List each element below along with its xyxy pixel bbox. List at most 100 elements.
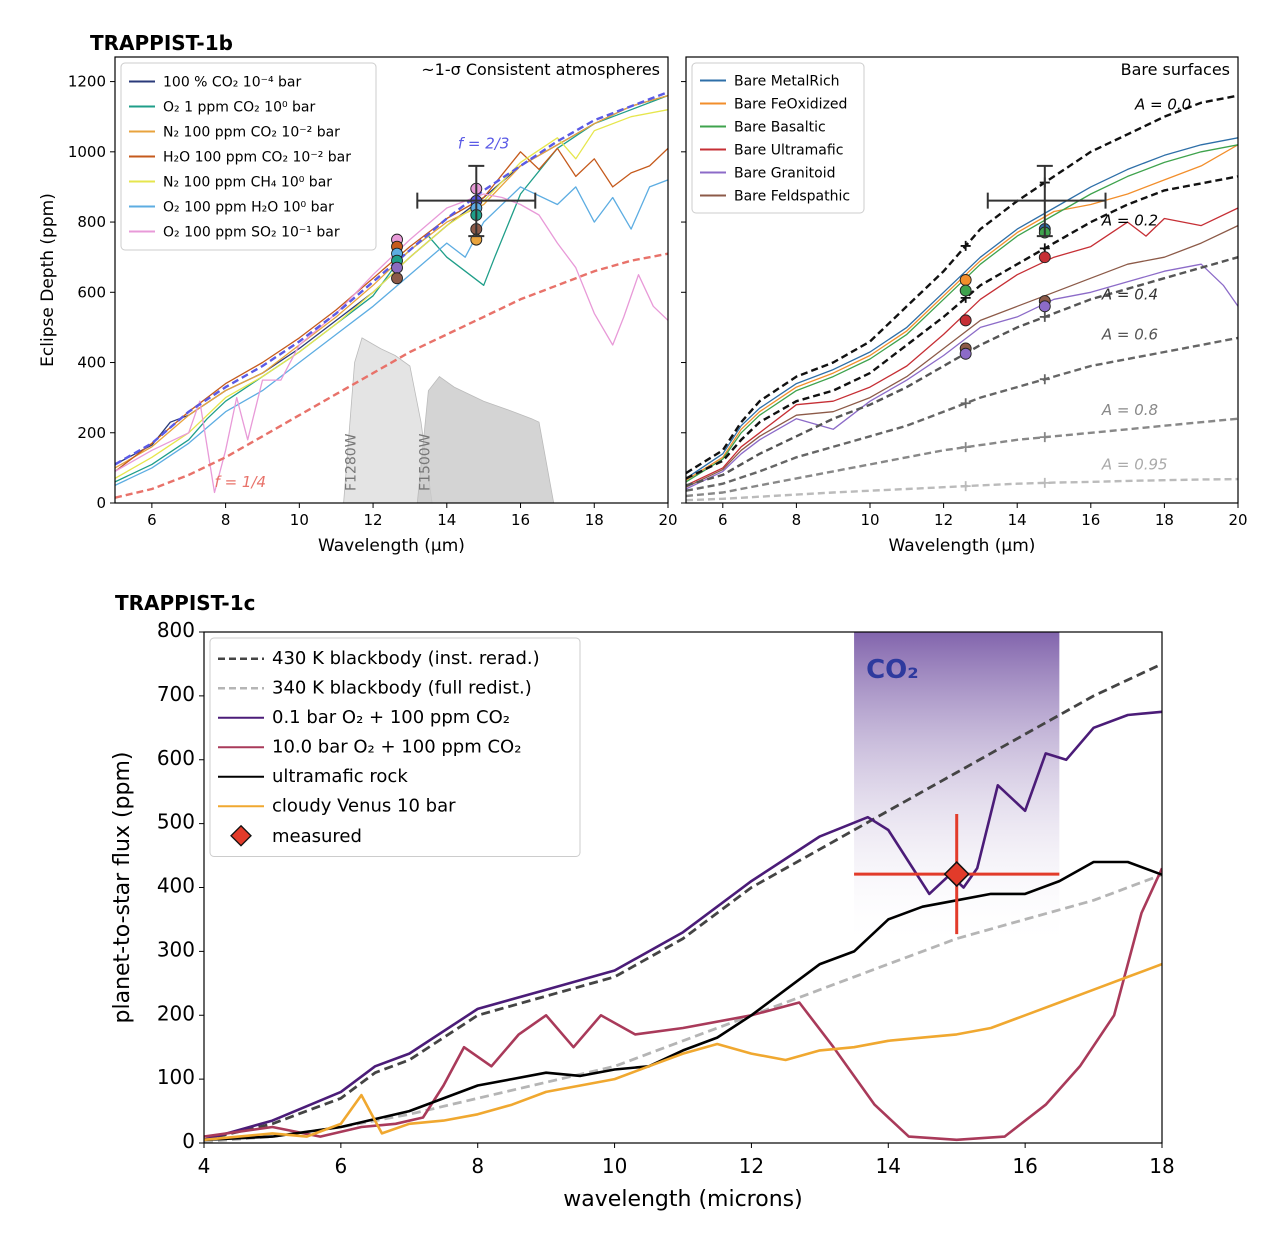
x-tick-label: 10 xyxy=(290,511,309,529)
band-point-0-4 xyxy=(959,347,972,360)
x-tick-label: 4 xyxy=(198,1154,211,1178)
band-marker xyxy=(1039,477,1050,488)
albedo-label-4: A = 0.8 xyxy=(1101,401,1158,419)
band-marker xyxy=(960,481,971,492)
band-point-0-4 xyxy=(391,261,403,274)
legend-label-3: 10.0 bar O₂ + 100 ppm CO₂ xyxy=(272,736,521,757)
y-tick-label: 800 xyxy=(77,213,106,231)
albedo-label-3: A = 0.6 xyxy=(1101,326,1158,344)
chart-b-bare-surfaces: A = 0.0 A = 0.2 A = 0.4 A = 0.6 A = 0.8 A = 0… xyxy=(681,56,1248,556)
series-line-2 xyxy=(686,144,1238,483)
x-tick-label: 6 xyxy=(147,511,157,529)
y-tick-label: 300 xyxy=(157,937,195,961)
x-tick-label: 18 xyxy=(1155,511,1174,529)
legend-label-5: cloudy Venus 10 bar xyxy=(272,795,456,816)
x-tick-label: 8 xyxy=(471,1154,484,1178)
series-line-7 xyxy=(686,175,1238,480)
x-tick-label: 8 xyxy=(792,511,802,529)
co2-band-label: CO₂ xyxy=(866,655,919,685)
legend-box xyxy=(209,637,581,857)
legend-label-6: O₂ 100 ppm SO₂ 10⁻¹ bar xyxy=(163,225,340,241)
series-line-5 xyxy=(204,962,1162,1142)
x-tick-label: 6 xyxy=(718,511,728,529)
series-line-6 xyxy=(686,94,1238,475)
legend-box xyxy=(691,62,865,214)
y-axis-label: Eclipse Depth (ppm) xyxy=(38,193,58,367)
legend-label-4: ultramafic rock xyxy=(272,766,408,787)
legend-label-3: H₂O 100 ppm CO₂ 10⁻² bar xyxy=(163,150,351,166)
series-line-9 xyxy=(686,336,1238,492)
legend-label-3: Bare Ultramafic xyxy=(734,143,843,159)
series-line-0 xyxy=(686,137,1238,479)
chart-c: CO₂ 4 6 8 10 12 14 16 18 0 100 200 300 400 500 600 700 80… xyxy=(110,618,1175,1212)
y-axis-label: planet-to-star flux (ppm) xyxy=(110,752,135,1024)
axes-frame xyxy=(114,56,669,504)
x-tick-label: 14 xyxy=(437,511,456,529)
legend-label-0: 430 K blackbody (inst. rerad.) xyxy=(272,648,540,669)
x-tick-label: 12 xyxy=(934,511,953,529)
legend-label-4: Bare Granitoid xyxy=(734,166,835,182)
x-tick-label: 14 xyxy=(876,1154,901,1178)
x-tick-label: 20 xyxy=(1228,511,1247,529)
y-tick-label: 600 xyxy=(77,283,106,301)
band-marker xyxy=(960,240,971,251)
x-tick-label: 12 xyxy=(739,1154,764,1178)
series-line-5 xyxy=(115,179,668,486)
x-tick-label: 10 xyxy=(860,511,879,529)
filter-label: F1500W xyxy=(417,433,433,491)
x-tick-label: 18 xyxy=(1149,1154,1174,1178)
series-line-3 xyxy=(115,147,668,472)
series-line-8 xyxy=(686,256,1238,487)
measurement-marker xyxy=(943,861,970,888)
band-marker xyxy=(1039,374,1050,385)
legend-label-2: N₂ 100 ppm CO₂ 10⁻² bar xyxy=(163,125,340,141)
series-line-2 xyxy=(204,710,1162,1142)
x-tick-label: 6 xyxy=(334,1154,347,1178)
axes-frame xyxy=(685,56,1239,504)
legend-label-2: Bare Basaltic xyxy=(734,120,826,136)
series-line-4 xyxy=(115,109,668,479)
legend-label-1: 340 K blackbody (full redist.) xyxy=(272,677,532,698)
y-tick-label: 600 xyxy=(157,746,195,770)
y-tick-label: 0 xyxy=(96,494,106,512)
y-tick-label: 1000 xyxy=(68,143,106,161)
band-point-0-2 xyxy=(959,314,972,327)
legend-label-0: Bare MetalRich xyxy=(734,74,840,90)
panel-title-c: TRAPPIST-1c xyxy=(115,591,255,615)
panel-annotation: ~1-σ Consistent atmospheres xyxy=(421,60,660,79)
y-tick-label: 100 xyxy=(157,1065,195,1089)
y-tick-label: 800 xyxy=(157,618,195,642)
label-f-one-quarter: f = 1/4 xyxy=(215,473,267,491)
series-line-0 xyxy=(204,662,1162,1142)
albedo-label-2: A = 0.4 xyxy=(1101,285,1158,303)
y-tick-label: 400 xyxy=(77,354,106,372)
legend-label-0: 100 % CO₂ 10⁻⁴ bar xyxy=(163,75,302,91)
band-marker xyxy=(1039,311,1050,322)
series-line-8 xyxy=(115,252,668,499)
series-line-11 xyxy=(686,477,1238,502)
albedo-label-0: A = 0.0 xyxy=(1134,96,1191,114)
band-point-1-2 xyxy=(1038,251,1051,264)
legend-label-4: N₂ 100 ppm CH₄ 10⁰ bar xyxy=(163,175,332,191)
x-tick-label: 14 xyxy=(1008,511,1027,529)
series-line-4 xyxy=(204,860,1162,1142)
panel-annotation: Bare surfaces xyxy=(1121,60,1230,79)
legend-label-2: 0.1 bar O₂ + 100 ppm CO₂ xyxy=(272,707,510,728)
legend-label-5: Bare Feldspathic xyxy=(734,189,850,205)
y-tick-label: 200 xyxy=(77,424,106,442)
x-axis-label: Wavelength (μm) xyxy=(889,536,1036,556)
band-point-0-1 xyxy=(959,284,972,297)
y-tick-label: 500 xyxy=(157,810,195,834)
band-point-0-0 xyxy=(959,274,972,286)
y-tick-label: 0 xyxy=(182,1129,195,1153)
panel-title-b: TRAPPIST-1b xyxy=(90,31,233,55)
label-f-two-thirds: f = 2/3 xyxy=(458,134,510,152)
legend-swatch-measured xyxy=(230,824,252,847)
filter-label: F1280W xyxy=(344,433,360,491)
band-point-1-4 xyxy=(1038,300,1051,313)
filter-f1500w xyxy=(416,376,555,503)
x-axis-label: Wavelength (μm) xyxy=(318,536,465,556)
band-marker xyxy=(960,398,971,409)
x-tick-label: 20 xyxy=(658,511,677,529)
